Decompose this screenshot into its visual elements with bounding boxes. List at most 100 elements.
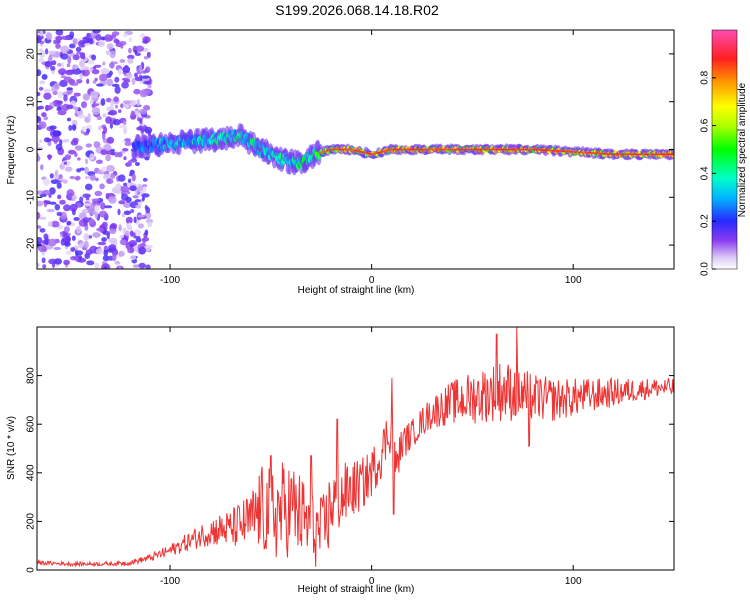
spectrogram-noise-cell [144,205,149,210]
spectrogram-ridge-core [333,148,338,151]
spectrogram-noise-cell [94,77,98,82]
spectrogram-noise-cell [47,141,52,146]
spectrogram-noise-cell [84,202,91,207]
spectrogram-noise-cell [41,112,47,118]
spectrogram-noise-cell [55,43,61,49]
spectrogram-noise-cell [108,196,117,204]
snr-frame [36,326,675,571]
spectrogram-noise-cell [70,247,76,252]
spectrogram-noise-cell [100,98,106,106]
spectrogram-noise-cell [100,202,106,210]
spectrogram-noise-cell [89,98,94,106]
spectrogram-noise-cell [127,178,132,183]
spectrogram-noise-cell [124,65,129,70]
spectrogram-noise-cell [108,244,117,251]
spectrogram-noise-cell [133,216,137,224]
spectrogram-ridge-core [423,148,428,151]
spectrogram-noise-cell [92,80,97,84]
spectrogram-ridge-core [459,148,464,151]
spectrogram-noise-cell [111,83,120,87]
spectrogram-noise-cell [97,241,107,246]
spectrogram-noise-cell [142,177,148,182]
spectrogram-noise-cell [125,72,133,79]
spectrogram-noise-cell [65,250,72,255]
spectrogram-noise-cell [147,84,152,89]
spectrogram-noise-cell [54,169,59,176]
spectrogram-noise-cell [105,150,115,155]
spectrogram-noise-cell [53,39,57,45]
spectrogram-noise-cell [89,245,98,254]
spectrogram-ridge-core [670,153,674,156]
spectrogram-noise-cell [137,185,144,192]
spectrogram-x-tick-label: 0 [369,275,375,286]
spectrogram-noise-cell [123,210,131,216]
spectrogram-noise-cell [37,236,43,244]
spectrogram-noise-cell [114,76,120,83]
spectrogram-noise-cell [96,227,104,232]
spectrogram-noise-cell [39,216,47,220]
spectrogram-noise-cell [41,61,46,65]
spectrogram-noise-cell [67,220,72,226]
spectrogram-ridge-core [638,153,643,156]
spectrogram-noise-cell [67,56,72,65]
spectrogram-noise-cell [49,125,57,130]
spectrogram-marks [37,30,674,269]
spectrogram-ridge-core [650,153,655,156]
spectrogram-noise-cell [55,30,64,36]
spectrogram-noise-cell [114,151,119,158]
spectrogram-noise-cell [84,43,92,47]
colorbar-gradient [711,29,738,270]
spectrogram-noise-cell [72,65,78,70]
spectrogram-noise-cell [128,37,133,43]
spectrogram-noise-cell [78,40,87,48]
spectrogram-noise-cell [37,244,47,253]
spectrogram-noise-cell [132,195,139,199]
spectrogram-noise-cell [102,255,110,262]
spectrogram-noise-cell [37,69,42,77]
spectrogram-noise-cell [105,116,113,124]
spectrogram-noise-cell [45,32,53,41]
spectrogram-noise-cell [52,99,61,107]
spectrogram-noise-cell [109,228,117,235]
spectrogram-noise-cell [38,121,47,129]
spectrogram-noise-cell [69,203,78,212]
spectrogram-noise-cell [83,240,89,249]
spectrogram-noise-cell [128,47,132,54]
spectrogram-noise-cell [134,72,138,78]
spectrogram-noise-cell [37,225,42,229]
spectrogram-noise-cell [138,262,146,269]
spectrogram-noise-cell [71,197,76,202]
spectrogram-noise-cell [78,242,84,249]
spectrogram-noise-cell [62,139,70,143]
spectrogram-noise-cell [58,68,67,75]
spectrogram-noise-cell [76,168,82,173]
spectrogram-noise-cell [57,90,63,99]
spectrogram-noise-cell [37,142,40,147]
spectrogram-noise-cell [64,241,71,247]
spectrogram-ridge-core [346,148,350,151]
colorbar-tick-label: 0.6 [700,118,711,132]
spectrogram-noise-cell [87,37,94,42]
spectrogram-noise-cell [67,149,77,155]
spectrogram-noise-cell [48,238,57,247]
spectrogram-noise-cell [73,92,81,97]
spectrogram-noise-cell [125,216,133,224]
spectrogram-noise-cell [103,266,108,269]
spectrogram-noise-cell [54,204,60,211]
spectrogram-noise-cell [141,193,150,198]
spectrogram-noise-cell [143,80,152,85]
spectrogram-noise-cell [47,154,52,161]
spectrogram-noise-cell [103,126,108,134]
colorbar-label: Normalized spectral amplitude [737,82,748,217]
spectrogram-noise-cell [94,262,100,269]
spectrogram-noise-cell [118,174,126,182]
spectrogram-ridge-core [626,153,631,156]
spectrogram-noise-cell [144,126,153,134]
spectrogram-noise-cell [89,67,93,72]
spectrogram-noise-cell [109,50,116,59]
spectrogram-noise-cell [106,165,115,172]
spectrogram-noise-cell [41,257,46,264]
spectrogram-noise-cell [119,125,127,129]
spectrogram-noise-cell [61,61,65,70]
